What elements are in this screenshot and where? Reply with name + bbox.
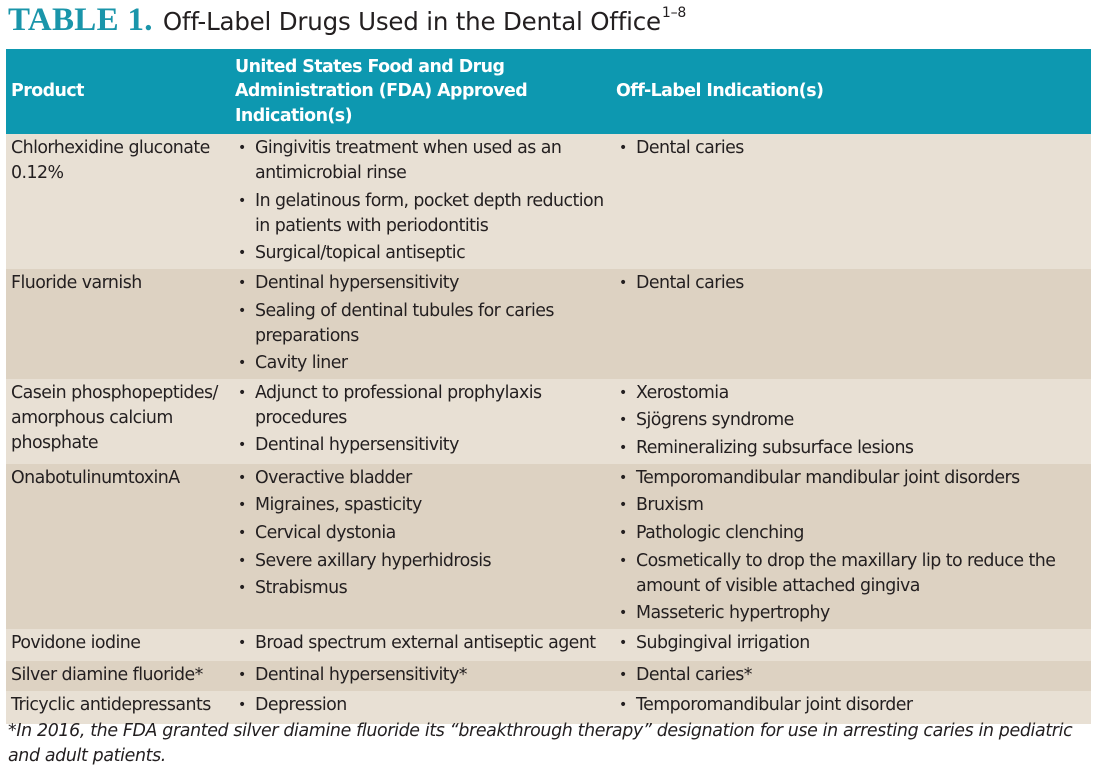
product-cell: Casein phosphopeptides/ amorphous calciu…: [6, 378, 231, 464]
list-item: Cosmetically to drop the maxillary lip t…: [617, 549, 1091, 599]
product-cell: Silver diamine fluoride*: [6, 660, 231, 691]
table-row: Tricyclic antidepressants Depression Tem…: [6, 690, 1091, 724]
list-item: Strabismus: [236, 576, 612, 601]
table-caption-text: Off-Label Drugs Used in the Dental Offic…: [162, 7, 661, 36]
fda-list: Dentinal hypersensitivity Sealing of den…: [236, 271, 612, 376]
list-item: In gelatinous form, pocket depth reducti…: [236, 189, 612, 239]
table-row: Silver diamine fluoride* Dentinal hypers…: [6, 660, 1091, 691]
header-product: Product: [6, 49, 231, 134]
off-label-list: Dental caries: [617, 271, 1091, 296]
off-label-list: Temporomandibular joint disorder: [617, 693, 1091, 718]
off-label-cell: Dental caries: [612, 269, 1091, 379]
list-item: Severe axillary hyperhidrosis: [236, 549, 612, 574]
list-item: Bruxism: [617, 493, 1091, 518]
product-cell: Tricyclic antidepressants: [6, 690, 231, 724]
off-label-cell: Temporomandibular joint disorder: [612, 690, 1091, 724]
list-item: Subgingival irrigation: [617, 631, 1091, 656]
list-item: Dentinal hypersensitivity: [236, 433, 612, 458]
off-label-cell: Subgingival irrigation: [612, 628, 1091, 661]
table-body: Chlorhexidine gluconate 0.12% Gingivitis…: [6, 134, 1091, 724]
list-item: Dentinal hypersensitivity: [236, 271, 612, 296]
list-item: Pathologic clenching: [617, 521, 1091, 546]
off-label-list: Dental caries*: [617, 663, 1091, 688]
fda-cell: Depression: [231, 690, 612, 724]
list-item: Remineralizing subsurface lesions: [617, 436, 1091, 461]
fda-list: Broad spectrum external antiseptic agent: [236, 631, 612, 656]
fda-cell: Adjunct to professional prophylaxis proc…: [231, 378, 612, 464]
off-label-list: Temporomandibular mandibular joint disor…: [617, 466, 1091, 626]
list-item: Dental caries*: [617, 663, 1091, 688]
list-item: Gingivitis treatment when used as an ant…: [236, 136, 612, 186]
table-row: Povidone iodine Broad spectrum external …: [6, 628, 1091, 661]
table-footnote: *In 2016, the FDA granted silver diamine…: [8, 721, 1073, 766]
list-item: Depression: [236, 693, 612, 718]
list-item: Masseteric hypertrophy: [617, 601, 1091, 626]
table-header: Product United States Food and Drug Admi…: [6, 49, 1091, 134]
header-off-label: Off-Label Indication(s): [612, 49, 1091, 134]
off-label-cell: Dental caries*: [612, 660, 1091, 691]
list-item: Broad spectrum external antiseptic agent: [236, 631, 612, 656]
reference-superscript: 1–8: [661, 4, 687, 21]
list-item: Overactive bladder: [236, 466, 612, 491]
fda-cell: Gingivitis treatment when used as an ant…: [231, 134, 612, 269]
off-label-cell: Dental caries: [612, 134, 1091, 269]
fda-list: Gingivitis treatment when used as an ant…: [236, 136, 612, 266]
table-row: Casein phosphopeptides/ amorphous calciu…: [6, 378, 1091, 464]
fda-list: Dentinal hypersensitivity*: [236, 663, 612, 688]
header-row: Product United States Food and Drug Admi…: [6, 49, 1091, 134]
list-item: Xerostomia: [617, 381, 1091, 406]
list-item: Cavity liner: [236, 351, 612, 376]
table-row: OnabotulinumtoxinA Overactive bladder Mi…: [6, 463, 1091, 629]
fda-list: Overactive bladder Migraines, spasticity…: [236, 466, 612, 601]
list-item: Adjunct to professional prophylaxis proc…: [236, 381, 612, 431]
off-label-drugs-table: Product United States Food and Drug Admi…: [6, 49, 1091, 724]
list-item: Temporomandibular mandibular joint disor…: [617, 466, 1091, 491]
product-cell: Povidone iodine: [6, 628, 231, 661]
product-cell: Chlorhexidine gluconate 0.12%: [6, 134, 231, 269]
product-cell: Fluoride varnish: [6, 269, 231, 379]
fda-list: Adjunct to professional prophylaxis proc…: [236, 381, 612, 459]
list-item: Surgical/topical antiseptic: [236, 241, 612, 266]
list-item: Migraines, spasticity: [236, 493, 612, 518]
off-label-list: Subgingival irrigation: [617, 631, 1091, 656]
fda-list: Depression: [236, 693, 612, 718]
list-item: Dentinal hypersensitivity*: [236, 663, 612, 688]
list-item: Temporomandibular joint disorder: [617, 693, 1091, 718]
table-title: TABLE 1. Off-Label Drugs Used in the Den…: [8, 2, 686, 46]
list-item: Sjögrens syndrome: [617, 408, 1091, 433]
off-label-cell: Temporomandibular mandibular joint disor…: [612, 463, 1091, 629]
product-cell: OnabotulinumtoxinA: [6, 463, 231, 629]
list-item: Dental caries: [617, 271, 1091, 296]
fda-cell: Dentinal hypersensitivity Sealing of den…: [231, 269, 612, 379]
off-label-cell: Xerostomia Sjögrens syndrome Remineraliz…: [612, 378, 1091, 464]
list-item: Dental caries: [617, 136, 1091, 161]
list-item: Cervical dystonia: [236, 521, 612, 546]
off-label-list: Dental caries: [617, 136, 1091, 161]
table-row: Fluoride varnish Dentinal hypersensitivi…: [6, 269, 1091, 379]
header-fda-approved: United States Food and Drug Administrati…: [231, 49, 612, 134]
table-row: Chlorhexidine gluconate 0.12% Gingivitis…: [6, 134, 1091, 269]
list-item: Sealing of dentinal tubules for caries p…: [236, 299, 612, 349]
table-number: TABLE 1.: [8, 2, 153, 38]
fda-cell: Overactive bladder Migraines, spasticity…: [231, 463, 612, 629]
off-label-list: Xerostomia Sjögrens syndrome Remineraliz…: [617, 381, 1091, 461]
fda-cell: Dentinal hypersensitivity*: [231, 660, 612, 691]
fda-cell: Broad spectrum external antiseptic agent: [231, 628, 612, 661]
table-caption: Off-Label Drugs Used in the Dental Offic…: [162, 4, 687, 36]
